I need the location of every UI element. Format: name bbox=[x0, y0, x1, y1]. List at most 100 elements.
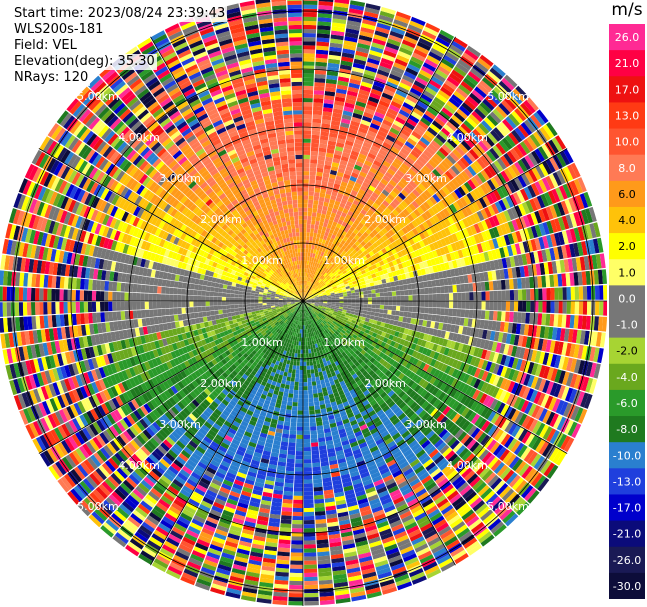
velocity-gate bbox=[398, 192, 406, 201]
velocity-gate bbox=[318, 284, 322, 289]
velocity-gate bbox=[385, 547, 399, 556]
velocity-gate bbox=[454, 524, 468, 536]
velocity-gate bbox=[308, 397, 314, 403]
velocity-gate bbox=[321, 283, 326, 287]
velocity-gate bbox=[307, 307, 311, 312]
velocity-gate bbox=[492, 226, 500, 238]
velocity-gate bbox=[332, 230, 338, 236]
velocity-gate bbox=[358, 34, 373, 42]
velocity-gate bbox=[323, 339, 328, 345]
velocity-gate bbox=[406, 278, 412, 285]
velocity-gate bbox=[314, 192, 320, 197]
velocity-gate bbox=[467, 544, 482, 556]
velocity-gate bbox=[473, 212, 481, 223]
velocity-gate bbox=[473, 402, 483, 413]
velocity-gate bbox=[319, 260, 324, 265]
velocity-gate bbox=[339, 348, 344, 354]
velocity-gate bbox=[335, 382, 341, 388]
velocity-gate bbox=[442, 406, 451, 416]
velocity-gate bbox=[345, 285, 350, 290]
velocity-gate bbox=[403, 71, 417, 80]
velocity-gate bbox=[322, 349, 327, 354]
velocity-gate bbox=[502, 197, 511, 210]
velocity-gate bbox=[541, 177, 551, 191]
velocity-gate bbox=[303, 430, 310, 435]
velocity-gate bbox=[336, 399, 343, 406]
velocity-gate bbox=[361, 316, 366, 321]
velocity-gate bbox=[469, 131, 481, 143]
velocity-gate bbox=[504, 491, 518, 504]
velocity-gate bbox=[505, 195, 514, 208]
velocity-gate bbox=[315, 523, 327, 528]
velocity-gate bbox=[360, 234, 366, 241]
velocity-gate bbox=[410, 56, 424, 66]
velocity-gate bbox=[493, 259, 500, 270]
velocity-gate bbox=[439, 480, 452, 491]
velocity-gate bbox=[338, 248, 344, 254]
velocity-gate bbox=[347, 433, 356, 440]
velocity-gate bbox=[496, 311, 502, 321]
velocity-gate bbox=[376, 185, 384, 193]
velocity-gate bbox=[328, 312, 333, 316]
velocity-gate bbox=[429, 171, 439, 181]
velocity-gate bbox=[350, 441, 359, 448]
velocity-gate bbox=[293, 389, 299, 395]
velocity-gate bbox=[477, 369, 485, 380]
velocity-gate bbox=[537, 250, 544, 263]
velocity-gate bbox=[365, 3, 381, 11]
velocity-gate bbox=[461, 450, 472, 462]
velocity-gate bbox=[533, 391, 542, 405]
velocity-gate bbox=[415, 225, 423, 234]
velocity-gate bbox=[470, 400, 479, 411]
velocity-gate bbox=[387, 193, 395, 202]
velocity-gate bbox=[378, 181, 386, 189]
velocity-gate bbox=[309, 418, 316, 423]
velocity-gate bbox=[466, 398, 476, 409]
velocity-gate bbox=[373, 328, 379, 334]
velocity-gate bbox=[412, 52, 426, 62]
velocity-gate bbox=[323, 99, 334, 105]
velocity-gate bbox=[411, 374, 419, 382]
velocity-gate bbox=[577, 360, 585, 375]
velocity-gate bbox=[342, 48, 356, 55]
velocity-gate bbox=[477, 404, 486, 416]
velocity-gate bbox=[473, 347, 480, 357]
velocity-gate bbox=[379, 192, 387, 200]
velocity-gate bbox=[326, 322, 331, 327]
velocity-gate bbox=[303, 16, 317, 22]
velocity-gate bbox=[441, 144, 452, 154]
velocity-gate bbox=[546, 288, 551, 300]
velocity-gate bbox=[327, 296, 332, 299]
velocity-gate bbox=[304, 308, 306, 313]
velocity-gate bbox=[292, 397, 298, 403]
velocity-gate bbox=[481, 220, 489, 231]
velocity-gate bbox=[483, 207, 492, 218]
velocity-gate bbox=[316, 41, 330, 47]
velocity-gate bbox=[426, 227, 433, 236]
velocity-gate bbox=[394, 331, 400, 337]
velocity-gate bbox=[405, 471, 416, 480]
velocity-gate bbox=[289, 430, 297, 435]
velocity-gate bbox=[536, 195, 546, 209]
velocity-gate bbox=[331, 315, 336, 320]
velocity-gate bbox=[502, 119, 514, 132]
velocity-gate bbox=[325, 87, 336, 93]
velocity-gate bbox=[586, 301, 592, 315]
velocity-gate bbox=[358, 392, 365, 400]
velocity-gate bbox=[316, 263, 320, 268]
velocity-gate bbox=[364, 456, 374, 464]
velocity-gate bbox=[363, 237, 370, 244]
velocity-gate bbox=[387, 168, 396, 176]
velocity-gate bbox=[336, 84, 348, 91]
velocity-gate bbox=[321, 209, 327, 215]
velocity-gate bbox=[466, 439, 477, 450]
velocity-gate bbox=[487, 250, 494, 261]
velocity-gate bbox=[554, 232, 561, 246]
velocity-gate bbox=[419, 361, 426, 370]
velocity-gate bbox=[527, 324, 534, 337]
velocity-gate bbox=[403, 254, 409, 262]
velocity-gate bbox=[516, 190, 526, 203]
velocity-gate bbox=[565, 342, 572, 357]
velocity-gate bbox=[410, 571, 426, 581]
velocity-gate bbox=[473, 328, 480, 338]
